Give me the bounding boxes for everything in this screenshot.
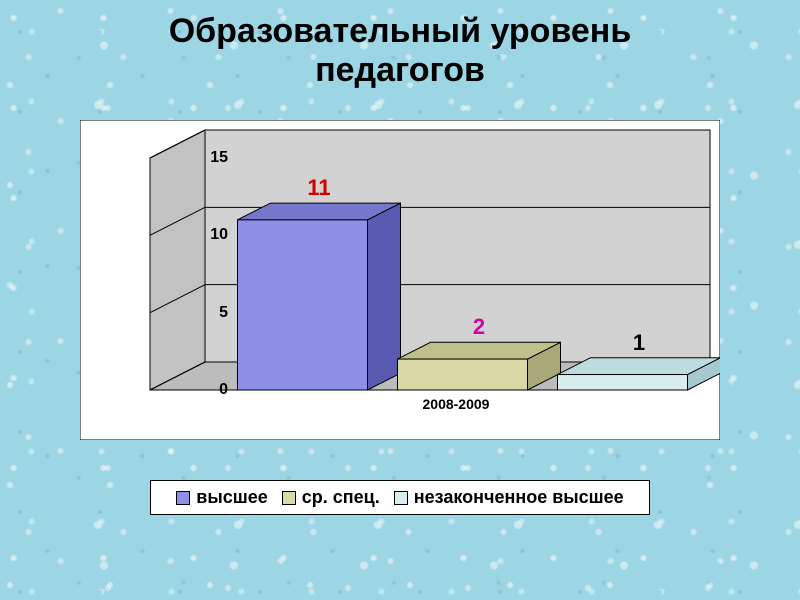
legend-label-1: ср. спец. (302, 487, 380, 508)
data-label-2: 1 (633, 330, 645, 356)
ytick-10: 10 (210, 226, 228, 244)
legend-item-0: высшее (176, 487, 267, 508)
legend-swatch-0 (176, 491, 190, 505)
legend-item-2: незаконченное высшее (394, 487, 624, 508)
chart-panel (80, 120, 720, 440)
data-label-1: 2 (473, 314, 485, 340)
x-category-label: 2008-2009 (423, 396, 490, 412)
ytick-0: 0 (219, 381, 228, 399)
legend: высшее ср. спец. незаконченное высшее (150, 480, 650, 515)
title-line-1: Образовательный уровень (0, 12, 800, 51)
page-title: Образовательный уровень педагогов (0, 0, 800, 90)
legend-swatch-2 (394, 491, 408, 505)
ytick-5: 5 (219, 304, 228, 322)
bar-chart-3d (80, 120, 720, 440)
title-line-2: педагогов (0, 51, 800, 90)
legend-swatch-1 (282, 491, 296, 505)
data-label-0: 11 (307, 175, 330, 201)
legend-label-0: высшее (196, 487, 267, 508)
legend-label-2: незаконченное высшее (414, 487, 624, 508)
ytick-15: 15 (210, 149, 228, 167)
legend-item-1: ср. спец. (282, 487, 380, 508)
